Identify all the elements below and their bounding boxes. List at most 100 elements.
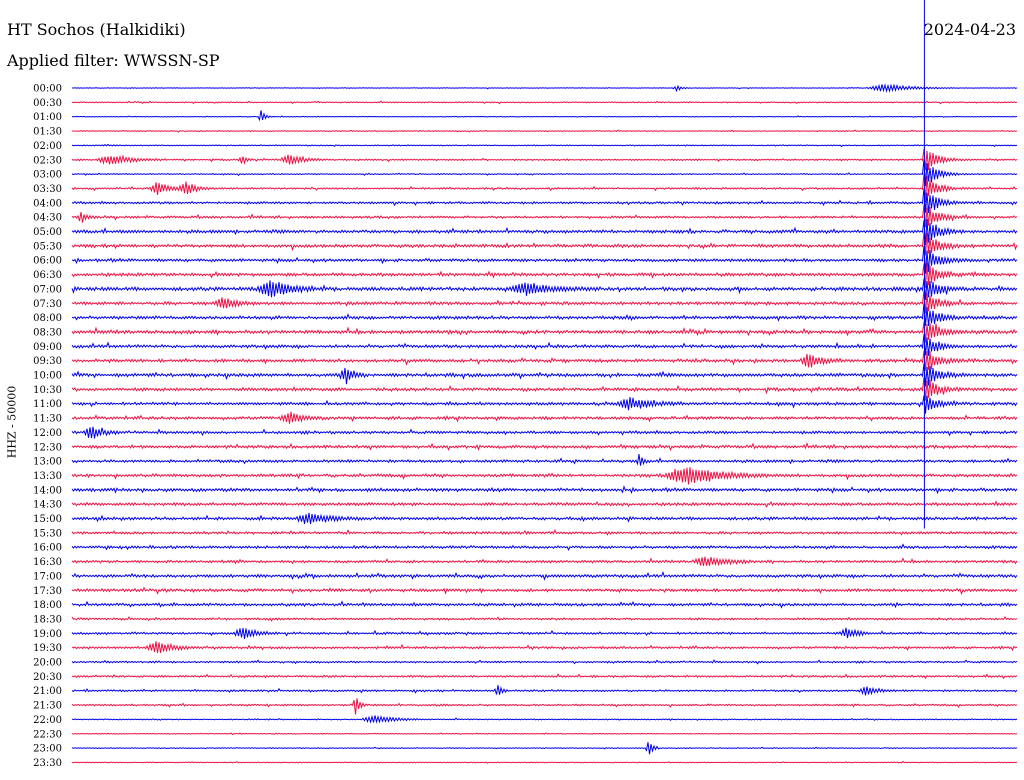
trace-row-2130 bbox=[71, 698, 1018, 715]
trace-row-1430 bbox=[71, 500, 1018, 508]
trace-rows bbox=[71, 83, 1018, 764]
trace-row-2030 bbox=[71, 673, 1018, 680]
trace-row-1930 bbox=[71, 641, 1018, 654]
time-label-0030: 00:30 bbox=[33, 98, 62, 109]
time-label-0830: 08:30 bbox=[33, 327, 62, 338]
trace-row-1230 bbox=[71, 441, 1018, 452]
trace-row-0130 bbox=[71, 129, 1018, 133]
trace-row-0530 bbox=[71, 232, 1018, 256]
trace-row-0500 bbox=[71, 219, 1018, 246]
filter-label: Applied filter: WWSSN-SP bbox=[7, 51, 220, 70]
trace-row-1130 bbox=[71, 411, 1018, 424]
time-label-1600: 16:00 bbox=[33, 543, 62, 554]
time-label-2030: 20:30 bbox=[33, 672, 62, 683]
time-label-0630: 06:30 bbox=[33, 270, 62, 281]
time-label-0930: 09:30 bbox=[33, 356, 62, 367]
time-label-0430: 04:30 bbox=[33, 213, 62, 224]
trace-row-0000 bbox=[71, 83, 1018, 94]
time-label-0300: 03:00 bbox=[33, 170, 62, 181]
trace-row-0430 bbox=[71, 204, 1018, 228]
time-label-1500: 15:00 bbox=[33, 514, 62, 525]
time-label-1330: 13:30 bbox=[33, 471, 62, 482]
time-label-2200: 22:00 bbox=[33, 715, 62, 726]
trace-row-2000 bbox=[71, 659, 1018, 665]
time-label-0330: 03:30 bbox=[33, 184, 62, 195]
time-label-1730: 17:30 bbox=[33, 586, 62, 597]
time-label-1900: 19:00 bbox=[33, 629, 62, 640]
time-label-1700: 17:00 bbox=[33, 571, 62, 582]
time-label-1630: 16:30 bbox=[33, 557, 62, 568]
time-label-1030: 10:30 bbox=[33, 385, 62, 396]
trace-row-1700 bbox=[71, 571, 1018, 581]
time-label-0130: 01:30 bbox=[33, 127, 62, 138]
time-label-2000: 20:00 bbox=[33, 658, 62, 669]
trace-row-1530 bbox=[71, 528, 1018, 536]
time-label-0500: 05:00 bbox=[33, 227, 62, 238]
trace-row-0600 bbox=[71, 245, 1018, 274]
time-label-0230: 02:30 bbox=[33, 155, 62, 166]
time-label-0000: 00:00 bbox=[33, 84, 62, 95]
time-label-1930: 19:30 bbox=[33, 643, 62, 654]
time-tick-labels: 00:00 00:30 01:00 01:30 02:00 02:30 03:00 03:30… bbox=[33, 84, 62, 769]
trace-row-0930 bbox=[71, 350, 1018, 371]
trace-row-1300 bbox=[71, 453, 1018, 466]
trace-row-2230 bbox=[71, 732, 1018, 736]
trace-row-1400 bbox=[71, 485, 1018, 495]
trace-row-1600 bbox=[71, 543, 1018, 551]
time-label-1200: 12:00 bbox=[33, 428, 62, 439]
time-label-0600: 06:00 bbox=[33, 256, 62, 267]
time-label-1100: 11:00 bbox=[33, 399, 62, 410]
trace-row-0330 bbox=[71, 173, 1018, 203]
time-label-1830: 18:30 bbox=[33, 614, 62, 625]
time-label-1800: 18:00 bbox=[33, 600, 62, 611]
time-label-1300: 13:00 bbox=[33, 457, 62, 468]
time-label-0530: 05:30 bbox=[33, 241, 62, 252]
time-label-1530: 15:30 bbox=[33, 528, 62, 539]
time-label-0900: 09:00 bbox=[33, 342, 62, 353]
time-label-1400: 14:00 bbox=[33, 485, 62, 496]
time-label-0700: 07:00 bbox=[33, 284, 62, 295]
trace-row-0730 bbox=[71, 290, 1018, 314]
time-label-0200: 02:00 bbox=[33, 141, 62, 152]
time-label-0100: 01:00 bbox=[33, 112, 62, 123]
time-label-2100: 21:00 bbox=[33, 686, 62, 697]
trace-row-1800 bbox=[71, 600, 1018, 609]
time-label-0800: 08:00 bbox=[33, 313, 62, 324]
trace-row-0200 bbox=[71, 143, 1018, 148]
time-label-1130: 11:30 bbox=[33, 414, 62, 425]
trace-row-0100 bbox=[71, 110, 1018, 122]
trace-row-1500 bbox=[71, 512, 1018, 525]
trace-row-1030 bbox=[71, 376, 1018, 401]
time-label-2230: 22:30 bbox=[33, 729, 62, 740]
trace-row-0700 bbox=[71, 278, 1018, 300]
station-title: HT Sochos (Halkidiki) bbox=[7, 20, 186, 39]
time-label-1230: 12:30 bbox=[33, 442, 62, 453]
time-label-1000: 10:00 bbox=[33, 371, 62, 382]
date-label: 2024-04-23 bbox=[923, 20, 1016, 39]
time-label-2330: 23:30 bbox=[33, 758, 62, 769]
trace-row-1330 bbox=[71, 467, 1018, 485]
trace-row-0630 bbox=[71, 262, 1018, 288]
trace-row-1630 bbox=[71, 556, 1018, 567]
trace-row-0030 bbox=[71, 100, 1018, 105]
trace-row-2200 bbox=[71, 714, 1018, 724]
time-label-2300: 23:00 bbox=[33, 744, 62, 755]
trace-row-1200 bbox=[71, 426, 1018, 439]
time-label-2130: 21:30 bbox=[33, 701, 62, 712]
trace-row-1730 bbox=[71, 586, 1018, 596]
trace-row-1830 bbox=[71, 616, 1018, 622]
trace-row-1900 bbox=[71, 627, 1018, 639]
trace-row-1000 bbox=[71, 363, 1018, 387]
trace-row-0300 bbox=[71, 159, 1018, 187]
trace-row-0830 bbox=[71, 321, 1018, 343]
trace-row-2300 bbox=[71, 742, 1018, 755]
time-label-0400: 04:00 bbox=[33, 198, 62, 209]
trace-row-2330 bbox=[71, 760, 1018, 764]
trace-row-0400 bbox=[71, 188, 1018, 213]
time-label-1430: 14:30 bbox=[33, 500, 62, 511]
trace-row-0800 bbox=[71, 303, 1018, 327]
trace-row-0230 bbox=[71, 148, 1018, 171]
time-label-0730: 07:30 bbox=[33, 299, 62, 310]
trace-row-1100 bbox=[71, 395, 1018, 414]
